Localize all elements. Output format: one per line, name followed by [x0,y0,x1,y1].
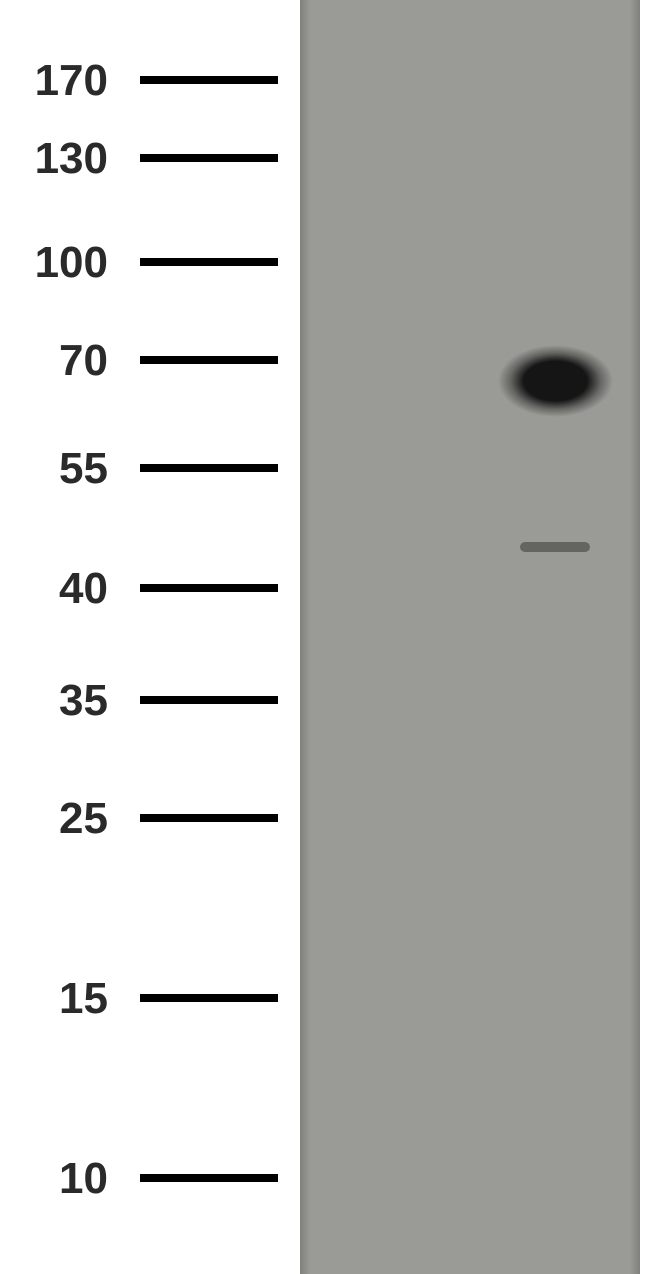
ladder-tick-100 [140,258,278,266]
ladder-tick-40 [140,584,278,592]
ladder-tick-25 [140,814,278,822]
band-0 [498,345,613,417]
ladder-tick-55 [140,464,278,472]
ladder-tick-35 [140,696,278,704]
membrane-strip [300,0,640,1274]
ladder-tick-170 [140,76,278,84]
ladder-label-130: 130 [18,134,108,184]
ladder-tick-130 [140,154,278,162]
ladder-label-10: 10 [18,1154,108,1204]
ladder-tick-10 [140,1174,278,1182]
ladder-label-170: 170 [18,56,108,106]
band-1 [520,542,590,552]
ladder-label-15: 15 [18,974,108,1024]
ladder-tick-15 [140,994,278,1002]
ladder-tick-70 [140,356,278,364]
ladder-label-100: 100 [18,238,108,288]
ladder-label-40: 40 [18,564,108,614]
ladder-label-35: 35 [18,676,108,726]
ladder-label-55: 55 [18,444,108,494]
ladder-label-70: 70 [18,336,108,386]
ladder-label-25: 25 [18,794,108,844]
western-blot-figure: 170 130 100 70 55 40 35 25 15 10 [0,0,650,1274]
